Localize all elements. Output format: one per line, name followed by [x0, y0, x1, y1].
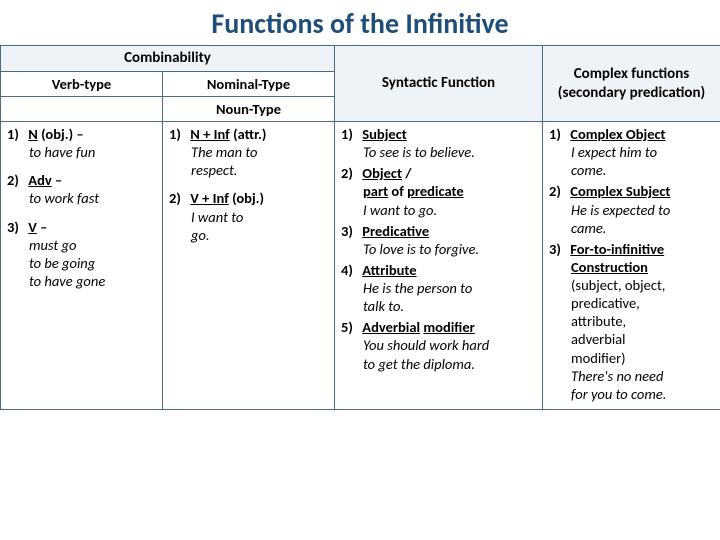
- sy-h2d: of: [391, 182, 403, 200]
- cx-p5: modifier): [549, 349, 714, 367]
- header-verbtype: Verb-type: [1, 71, 163, 96]
- vt-e2: to work fast: [7, 189, 156, 207]
- vt-h1a: N: [28, 125, 38, 143]
- nt-h2b: (obj.): [232, 189, 264, 207]
- cx-e3a: There's no need: [549, 367, 714, 385]
- sy-h2a: Object: [362, 164, 402, 182]
- vt-h1b: (obj.): [41, 125, 73, 143]
- vt-n1: 1): [7, 125, 25, 143]
- cx-e2b: came.: [549, 219, 714, 237]
- vt-n2: 2): [7, 171, 25, 189]
- nt-e2b: go.: [169, 226, 328, 244]
- vt-h2a: Adv: [28, 171, 51, 189]
- sy-e4b: talk to.: [341, 297, 536, 315]
- cx-n1: 1): [549, 125, 567, 143]
- vt-h2b: –: [55, 171, 62, 189]
- nt-h1a: N + Inf: [190, 125, 230, 143]
- sy-n1: 1): [341, 125, 359, 143]
- nt-h2a: V + Inf: [190, 189, 229, 207]
- sy-n3: 3): [341, 222, 359, 240]
- cx-h2: Complex Subject: [570, 182, 670, 200]
- sy-n2: 2): [341, 164, 359, 182]
- nt-e2a: I want to: [169, 208, 328, 226]
- cell-verbtype: 1) N (obj.) – to have fun 2) Adv – to wo…: [1, 122, 163, 410]
- sy-h3: Predicative: [362, 222, 429, 240]
- nt-n2: 2): [169, 189, 187, 207]
- sy-h2e: predicate: [407, 182, 464, 200]
- sy-h1: Subject: [362, 125, 407, 143]
- sy-h2b: /: [405, 164, 411, 182]
- header-nominaltype: Nominal-Type: [163, 71, 335, 96]
- sy-h5b: modifier: [423, 318, 474, 336]
- nt-n1: 1): [169, 125, 187, 143]
- cx-e1a: I expect him to: [549, 143, 714, 161]
- sy-h2c: part: [363, 182, 388, 200]
- cell-nominaltype: 1) N + Inf (attr.) The man to respect. 2…: [163, 122, 335, 410]
- header-verbtype-empty: [1, 96, 163, 121]
- cell-syntactic: 1) Subject To see is to believe. 2) Obje…: [335, 122, 543, 410]
- vt-h1c: –: [76, 125, 83, 143]
- header-complex: Complex functions (secondary predication…: [543, 46, 720, 122]
- vt-e3a: must go: [7, 236, 156, 254]
- sy-e1: To see is to believe.: [341, 143, 536, 161]
- header-combinability: Combinability: [1, 46, 335, 72]
- vt-n3: 3): [7, 218, 25, 236]
- sy-e5a: You should work hard: [341, 336, 536, 354]
- infinitive-functions-table: Combinability Syntactic Function Complex…: [0, 45, 720, 410]
- sy-e4a: He is the person to: [341, 279, 536, 297]
- cx-e1b: come.: [549, 161, 714, 179]
- cx-e2a: He is expected to: [549, 201, 714, 219]
- cx-p3: attribute,: [549, 312, 714, 330]
- cx-h1: Complex Object: [570, 125, 665, 143]
- sy-e5b: to get the diploma.: [341, 355, 536, 373]
- cx-h3b: Construction: [549, 258, 714, 276]
- vt-h3a: V: [28, 218, 37, 236]
- cx-n2: 2): [549, 182, 567, 200]
- sy-n4: 4): [341, 261, 359, 279]
- vt-e3b: to be going: [7, 254, 156, 272]
- nt-e1a: The man to: [169, 143, 328, 161]
- header-nountype: Noun-Type: [163, 96, 335, 121]
- sy-e2: I want to go.: [341, 201, 536, 219]
- page-title: Functions of the Infinitive: [0, 0, 720, 45]
- vt-e1: to have fun: [7, 143, 156, 161]
- header-syntactic: Syntactic Function: [335, 46, 543, 122]
- cx-h3a: For-to-infinitive: [570, 240, 664, 258]
- nt-h1b: (attr.): [233, 125, 266, 143]
- cx-p4: adverbial: [549, 330, 714, 348]
- nt-e1b: respect.: [169, 161, 328, 179]
- cx-n3: 3): [549, 240, 567, 258]
- vt-h3b: –: [40, 218, 47, 236]
- cell-complex: 1) Complex Object I expect him to come. …: [543, 122, 720, 410]
- cx-p2: predicative,: [549, 294, 714, 312]
- sy-h5a: Adverbial: [362, 318, 420, 336]
- sy-e3: To love is to forgive.: [341, 240, 536, 258]
- sy-n5: 5): [341, 318, 359, 336]
- cx-p1: (subject, object,: [549, 276, 714, 294]
- cx-e3b: for you to come.: [549, 385, 714, 403]
- vt-e3c: to have gone: [7, 272, 156, 290]
- sy-h4: Attribute: [362, 261, 416, 279]
